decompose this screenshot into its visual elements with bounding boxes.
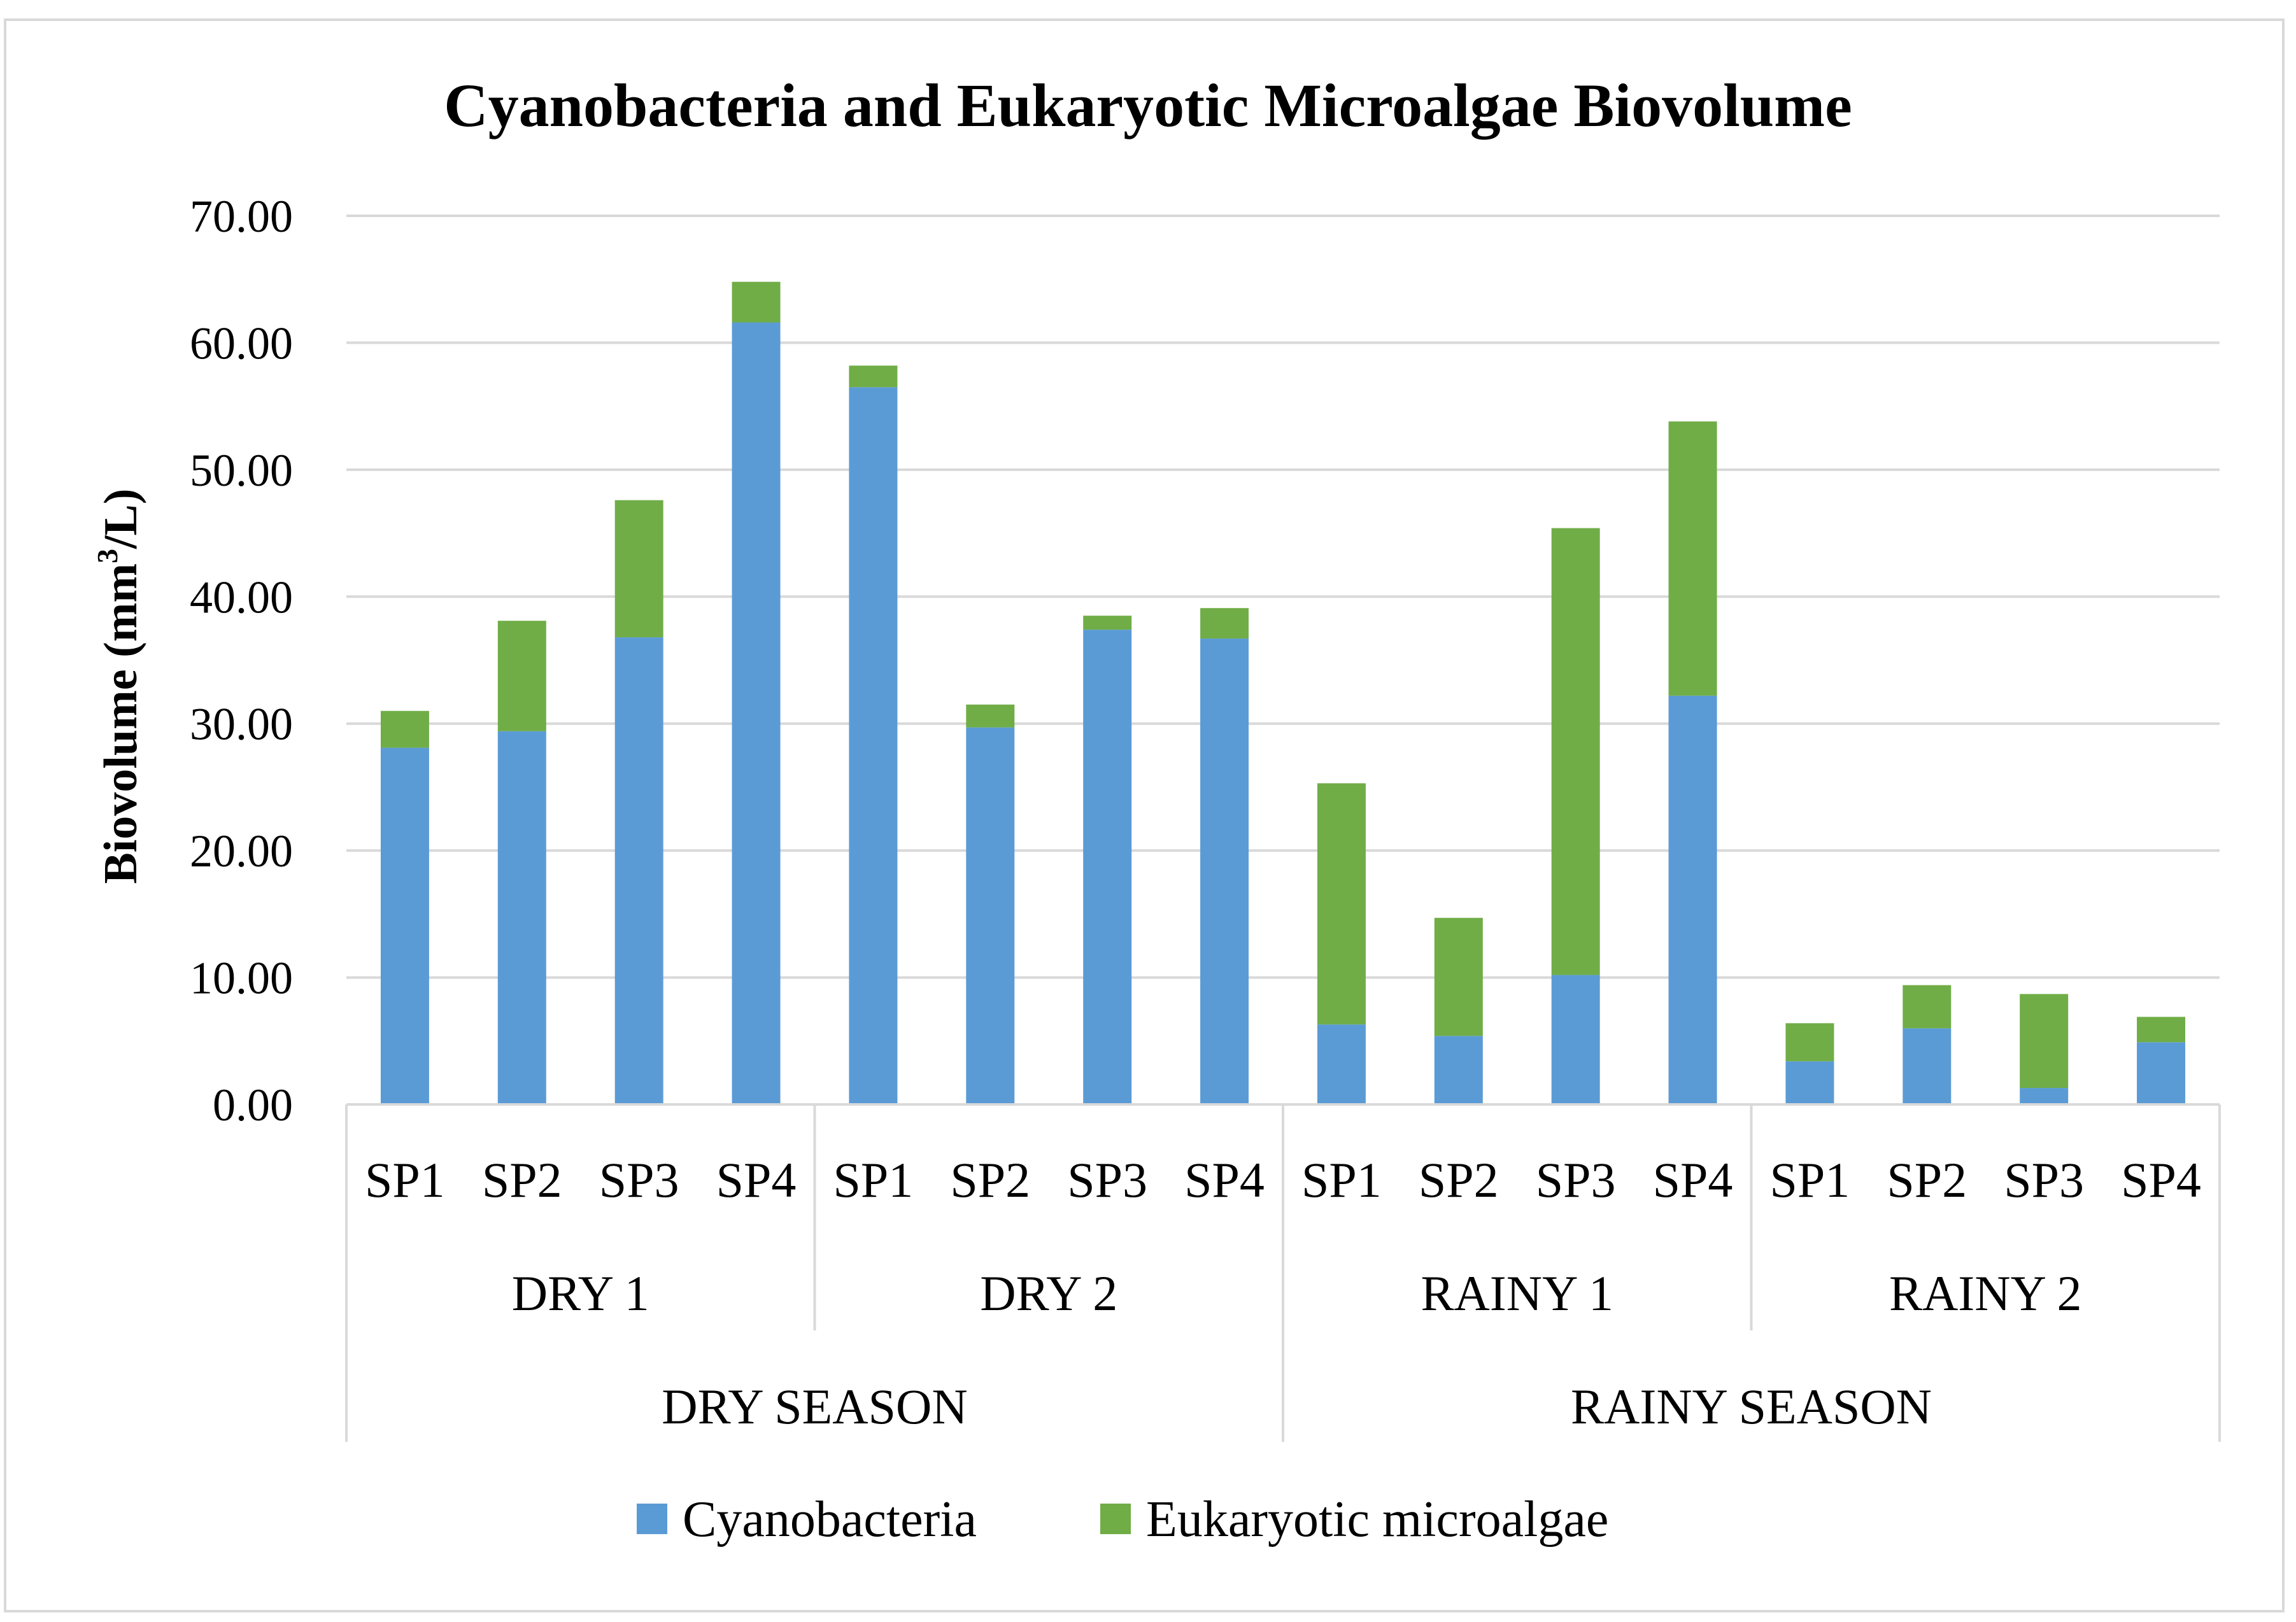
x-tick-label: SP2 bbox=[482, 1152, 562, 1208]
x-tick-label: SP1 bbox=[833, 1152, 914, 1208]
bar-eukaryotic-microalgae bbox=[380, 710, 429, 748]
y-tick-label: 40.00 bbox=[190, 572, 293, 623]
x-tick-label: SP4 bbox=[1653, 1152, 1733, 1208]
bars bbox=[380, 281, 2186, 1105]
bar-cyanobacteria bbox=[849, 387, 898, 1105]
y-tick-label: 20.00 bbox=[190, 826, 293, 877]
y-axis-title-superscript: 3 bbox=[91, 549, 124, 563]
bar-cyanobacteria bbox=[380, 747, 429, 1104]
legend-label: Cyanobacteria bbox=[683, 1492, 977, 1548]
y-axis-title: Biovolume (mm3/L) bbox=[91, 488, 147, 884]
x-tick-label: SP1 bbox=[365, 1152, 445, 1208]
y-tick-label: 10.00 bbox=[190, 953, 293, 1004]
bar-cyanobacteria bbox=[732, 322, 781, 1104]
bar-cyanobacteria bbox=[966, 727, 1015, 1104]
legend-swatch bbox=[1100, 1504, 1131, 1534]
bar-eukaryotic-microalgae bbox=[2137, 1017, 2186, 1043]
bar-eukaryotic-microalgae bbox=[966, 704, 1015, 728]
y-tick-label: 60.00 bbox=[190, 318, 293, 369]
y-tick-label: 70.00 bbox=[190, 191, 293, 242]
bar-eukaryotic-microalgae bbox=[2020, 994, 2069, 1089]
bar-eukaryotic-microalgae bbox=[1551, 528, 1600, 975]
y-tick-label: 50.00 bbox=[190, 445, 293, 496]
x-group-label: DRY 1 bbox=[512, 1266, 649, 1321]
bar-eukaryotic-microalgae bbox=[614, 500, 663, 638]
x-tick-label: SP4 bbox=[716, 1152, 797, 1208]
chart-title: Cyanobacteria and Eukaryotic Microalgae … bbox=[444, 71, 1852, 139]
bar-cyanobacteria bbox=[1083, 630, 1132, 1104]
bar-cyanobacteria bbox=[1903, 1028, 1952, 1104]
bar-eukaryotic-microalgae bbox=[1668, 421, 1717, 696]
x-tick-label: SP4 bbox=[1184, 1152, 1265, 1208]
x-tick-label: SP2 bbox=[950, 1152, 1030, 1208]
bar-eukaryotic-microalgae bbox=[1785, 1023, 1834, 1062]
x-group-label: RAINY 2 bbox=[1889, 1266, 2082, 1321]
bar-eukaryotic-microalgae bbox=[1083, 616, 1132, 630]
bar-cyanobacteria bbox=[1668, 695, 1717, 1104]
x-axis: SP1 SP2 SP3 SP4 SP1 SP2 SP3 SP4 SP1 SP2 SP3 SP4 SP1 S… bbox=[345, 1103, 2221, 1442]
bar-cyanobacteria bbox=[1551, 975, 1600, 1104]
x-tick-label: SP4 bbox=[2121, 1152, 2201, 1208]
y-axis-title-base: Biovolume (mm bbox=[95, 563, 147, 884]
x-season-label: RAINY SEASON bbox=[1571, 1379, 1932, 1434]
y-axis-ticks: 0.00 10.00 20.00 30.00 40.00 50.00 60.00 70.00 bbox=[190, 191, 293, 1131]
x-season-label: DRY SEASON bbox=[662, 1379, 967, 1434]
bar-eukaryotic-microalgae bbox=[1903, 985, 1952, 1029]
x-tick-label: SP3 bbox=[1067, 1152, 1147, 1208]
legend: Cyanobacteria Eukaryotic microalgae bbox=[637, 1492, 1608, 1548]
bar-eukaryotic-microalgae bbox=[1317, 783, 1366, 1025]
bar-cyanobacteria bbox=[1200, 638, 1249, 1104]
bar-eukaryotic-microalgae bbox=[497, 621, 546, 731]
x-tick-label: SP2 bbox=[1419, 1152, 1499, 1208]
bar-eukaryotic-microalgae bbox=[849, 365, 898, 388]
legend-item-eukaryotic-microalgae: Eukaryotic microalgae bbox=[1100, 1492, 1608, 1548]
bar-cyanobacteria bbox=[2137, 1042, 2186, 1104]
y-tick-label: 30.00 bbox=[190, 699, 293, 750]
bar-cyanobacteria bbox=[497, 731, 546, 1104]
x-tick-label: SP3 bbox=[599, 1152, 679, 1208]
x-tick-label: SP1 bbox=[1770, 1152, 1850, 1208]
legend-swatch bbox=[637, 1504, 667, 1534]
x-group-label: DRY 2 bbox=[980, 1266, 1117, 1321]
bar-cyanobacteria bbox=[614, 637, 663, 1104]
x-group-label: RAINY 1 bbox=[1421, 1266, 1613, 1321]
y-axis-title-end: /L) bbox=[95, 488, 147, 549]
x-tick-label: SP3 bbox=[1536, 1152, 1616, 1208]
x-tick-label: SP2 bbox=[1887, 1152, 1967, 1208]
x-tick-label: SP1 bbox=[1301, 1152, 1382, 1208]
bar-cyanobacteria bbox=[1785, 1061, 1834, 1104]
bar-cyanobacteria bbox=[1434, 1036, 1483, 1104]
bar-eukaryotic-microalgae bbox=[732, 281, 781, 323]
bar-eukaryotic-microalgae bbox=[1200, 608, 1249, 639]
bar-cyanobacteria bbox=[1317, 1024, 1366, 1104]
bar-eukaryotic-microalgae bbox=[1434, 917, 1483, 1036]
legend-item-cyanobacteria: Cyanobacteria bbox=[637, 1492, 977, 1548]
legend-label: Eukaryotic microalgae bbox=[1146, 1492, 1608, 1548]
bar-cyanobacteria bbox=[2020, 1088, 2069, 1104]
y-tick-label: 0.00 bbox=[213, 1080, 293, 1131]
x-tick-label: SP3 bbox=[2004, 1152, 2084, 1208]
